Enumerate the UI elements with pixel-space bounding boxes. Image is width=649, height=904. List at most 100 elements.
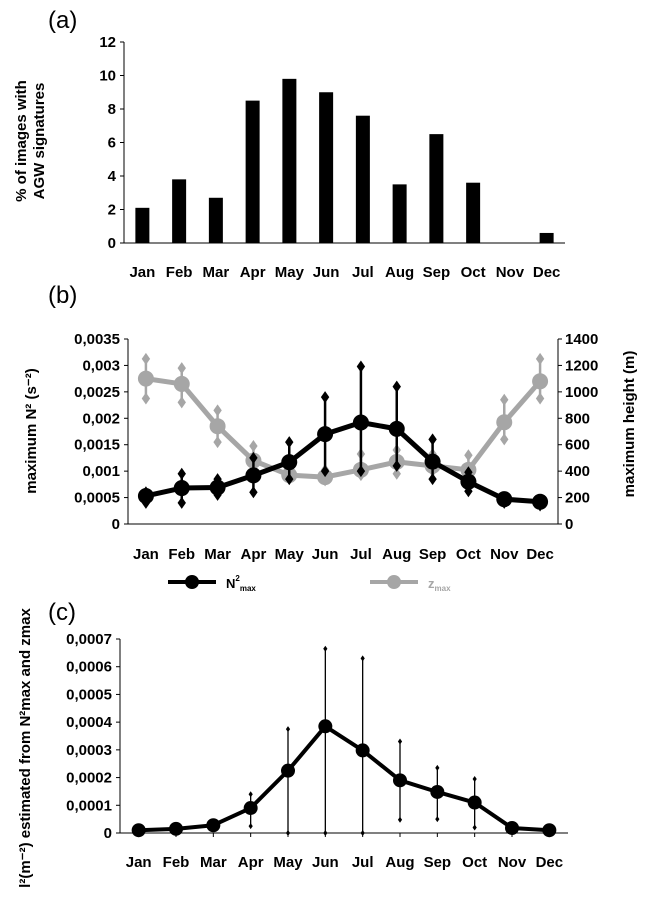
panel-b-x-tick-label: Dec xyxy=(526,546,554,563)
panel-a-bar xyxy=(245,100,260,243)
panel-c-x-tick-label: Dec xyxy=(536,854,564,871)
panel-a-bar xyxy=(319,92,334,243)
panel-b-point-n2max xyxy=(317,426,334,443)
panel-b-point-n2max xyxy=(137,487,154,504)
panel-a-x-tick-label: Jul xyxy=(352,264,374,281)
panel-b-ylabel-left: maximum N² (s⁻²) xyxy=(23,368,40,493)
panel-b-errorcap-n2max xyxy=(320,391,330,404)
panel-b-errorcap-n2max xyxy=(249,451,258,464)
panel-c-y-tick-label: 0,0004 xyxy=(66,714,113,731)
panel-b-errorcap-n2max xyxy=(285,473,294,486)
panel-a-bar xyxy=(282,78,297,243)
panel-b-legend-label: N2max xyxy=(226,574,256,593)
panel-b-right-tick-label: 400 xyxy=(565,463,590,480)
panel-a-ylabel-line2: AGW signatures xyxy=(31,83,48,200)
panel-c-errorcap xyxy=(285,830,291,836)
panel-b-errorcap-n2max xyxy=(392,380,401,393)
panel-b-x-tick-label: Jun xyxy=(312,546,339,563)
panel-b-x-tick-label: May xyxy=(275,546,305,563)
panel-b-point-n2max xyxy=(532,493,549,510)
panel-b-left-tick-label: 0,0015 xyxy=(74,437,120,454)
panel-b-point-zmax xyxy=(209,418,226,435)
panel-c-point xyxy=(318,719,333,734)
panel-a-ylabel-line1: % of images with xyxy=(13,80,30,202)
panel-a-y-tick-label: 2 xyxy=(108,202,116,219)
panel-c-errorcap xyxy=(285,726,291,733)
panel-b-point-n2max xyxy=(245,467,262,484)
panel-b-right-tick-label: 200 xyxy=(565,490,590,507)
panel-c-point xyxy=(467,795,482,810)
panel-b-point-zmax xyxy=(173,375,190,392)
panel-a-x-tick-label: Sep xyxy=(423,264,451,281)
panel-c-point xyxy=(206,818,221,833)
panel-b-errorcap-zmax xyxy=(464,449,473,462)
panel-b-right-tick-label: 800 xyxy=(565,410,590,427)
panel-a-y-tick-label: 6 xyxy=(108,135,116,152)
panel-b-point-zmax xyxy=(137,370,154,387)
panel-a-y-tick-label: 8 xyxy=(108,101,116,118)
panel-c-errorcap xyxy=(472,824,477,831)
panel-c-errorcap xyxy=(360,830,365,836)
panel-b-left-tick-label: 0,0025 xyxy=(74,384,120,401)
panel-c-errorcap xyxy=(360,655,365,662)
panel-b-point-n2max xyxy=(281,454,298,471)
panel-b-label: (b) xyxy=(48,282,77,309)
panel-b-left-tick-label: 0,0035 xyxy=(74,331,120,348)
panel-b-errorcap-zmax xyxy=(535,392,545,405)
panel-c-x-tick-label: May xyxy=(273,854,303,871)
panel-c-point xyxy=(430,784,445,799)
panel-b: (b) maximum N² (s⁻²) maximum height (m) … xyxy=(23,282,638,593)
panel-c-y-tick-label: 0,0001 xyxy=(66,797,112,814)
panel-a-bar xyxy=(466,182,481,243)
panel-c-line xyxy=(138,724,550,833)
legend-sub: max xyxy=(240,584,257,593)
panel-c-errorcap xyxy=(248,823,253,830)
panel-a-x-tick-label: Aug xyxy=(385,264,414,281)
panel-c-errorcap xyxy=(472,775,477,782)
panel-b-x-tick-label: Mar xyxy=(204,546,231,563)
panel-b-point-n2max xyxy=(460,473,477,490)
panel-b-point-n2max xyxy=(496,491,513,508)
panel-b-x-tick-label: Apr xyxy=(240,546,266,563)
panel-b-errorcap-zmax xyxy=(213,404,222,417)
panel-b-errorcap-zmax xyxy=(177,396,186,409)
panel-b-ylabel-right: maximum height (m) xyxy=(621,351,638,498)
panel-b-left-tick-label: 0,003 xyxy=(82,357,120,374)
panel-a-x-tick-label: Jun xyxy=(313,264,340,281)
panel-a-bar xyxy=(355,115,370,243)
panel-c-y-tick-label: 0,0002 xyxy=(66,770,112,787)
panel-b-errorcap-zmax xyxy=(392,467,401,480)
panel-b-errorcap-n2max xyxy=(428,433,437,446)
panel-a-x-tick-label: Feb xyxy=(166,264,193,281)
panel-b-x-tick-label: Sep xyxy=(419,546,447,563)
panel-a-x-tick-label: Oct xyxy=(461,264,486,281)
panel-b-x-tick-label: Nov xyxy=(490,546,519,563)
panel-a-bar xyxy=(392,184,407,243)
panel-b-errorcap-n2max xyxy=(177,496,186,509)
panel-b-errorcap-n2max xyxy=(356,465,366,478)
panel-b-errorcap-n2max xyxy=(177,467,186,480)
panel-a-bar xyxy=(539,232,554,243)
legend-sup: 2 xyxy=(235,574,240,583)
panel-b-errorcap-zmax xyxy=(500,393,509,406)
panel-c-x-tick-label: Jun xyxy=(312,854,339,871)
panel-b-left-tick-label: 0,0005 xyxy=(74,490,120,507)
panel-b-errorcap-zmax xyxy=(213,436,222,449)
panel-b-errorcap-n2max xyxy=(249,486,258,499)
panel-a-y-tick-label: 0 xyxy=(108,235,116,252)
panel-c-point xyxy=(355,743,370,758)
panel-a-label: (a) xyxy=(48,7,77,34)
panel-a-x-tick-label: Jan xyxy=(129,264,155,281)
panel-c-point xyxy=(243,801,258,816)
panel-c-x-tick-label: Jan xyxy=(126,854,152,871)
panel-c-errorcap xyxy=(323,830,328,836)
legend-base: N xyxy=(226,576,235,591)
panel-a-x-tick-label: Dec xyxy=(533,264,561,281)
panel-c-y-tick-label: 0 xyxy=(104,825,112,842)
panel-b-point-zmax xyxy=(532,373,549,390)
panel-b-errorcap-zmax xyxy=(249,440,258,453)
panel-a-x-tick-label: May xyxy=(275,264,305,281)
panel-c-point xyxy=(505,821,519,836)
panel-c-x-tick-label: Mar xyxy=(200,854,227,871)
